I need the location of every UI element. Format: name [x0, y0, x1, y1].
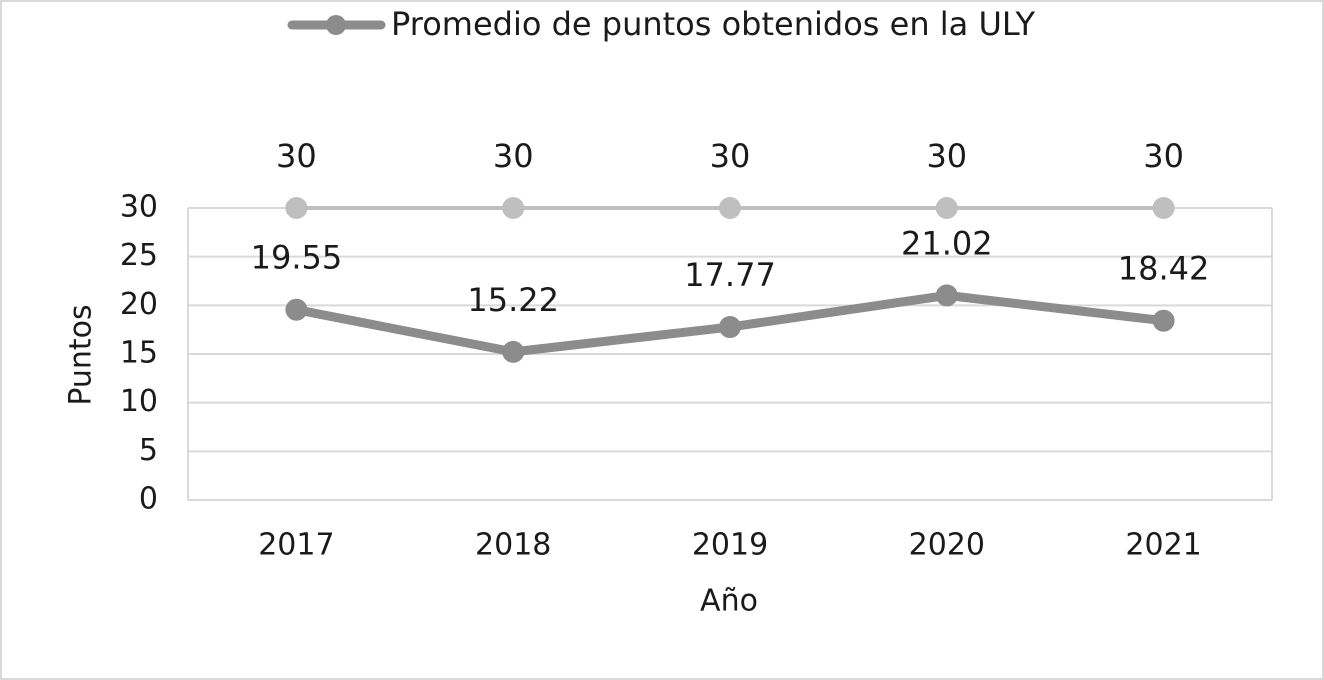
value-label: 30: [276, 137, 317, 175]
point: [1152, 309, 1175, 332]
value-label: 15.22: [467, 281, 559, 319]
point: [502, 197, 525, 219]
point: [719, 316, 741, 339]
value-label: 30: [1143, 137, 1184, 175]
value-label: 30: [493, 137, 534, 175]
point: [719, 197, 741, 219]
y-tick-label: 20: [120, 287, 158, 322]
x-tick-label: 2018: [475, 528, 551, 563]
y-tick-label: 30: [120, 190, 158, 225]
value-label: 30: [926, 137, 967, 175]
x-tick-label: 2019: [692, 528, 768, 563]
point: [935, 197, 958, 219]
point: [285, 298, 308, 321]
legend-marker: [326, 15, 346, 35]
point: [285, 197, 308, 219]
y-tick-label: 5: [139, 433, 158, 468]
y-tick-label: 25: [120, 238, 158, 273]
x-tick-label: 2020: [909, 528, 985, 563]
x-tick-label: 2017: [258, 528, 334, 563]
value-label: 19.55: [251, 239, 343, 277]
x-axis-label: Año: [700, 584, 758, 619]
x-tick-label: 2021: [1125, 528, 1201, 563]
value-label: 21.02: [901, 224, 993, 262]
legend-label: Promedio de puntos obtenidos en la ULY: [391, 5, 1035, 43]
value-label: 18.42: [1118, 250, 1210, 288]
value-label: 17.77: [684, 256, 776, 294]
point: [502, 340, 525, 363]
y-tick-label: 15: [120, 336, 158, 371]
value-label: 30: [710, 137, 751, 175]
y-tick-label: 0: [139, 482, 158, 517]
point: [1152, 197, 1175, 219]
y-tick-label: 10: [120, 384, 158, 419]
point: [935, 284, 958, 307]
y-axis-label: Puntos: [64, 304, 99, 405]
